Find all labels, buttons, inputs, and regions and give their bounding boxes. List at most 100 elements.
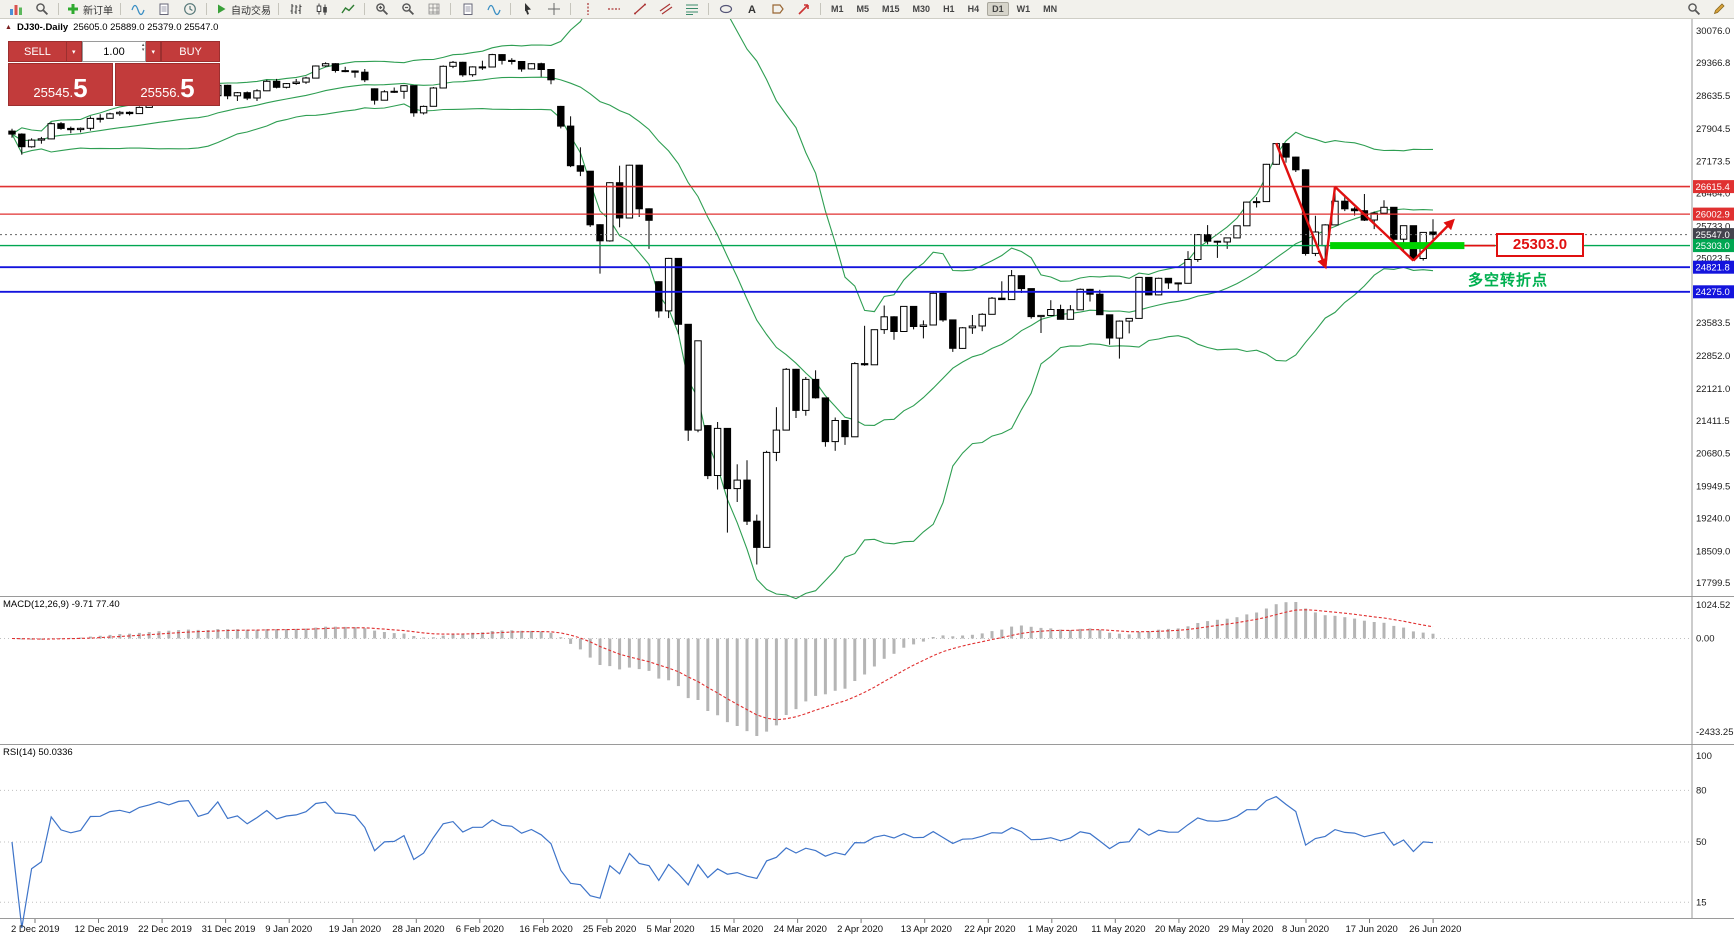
sell-dropdown-icon[interactable]: ▾ bbox=[66, 41, 82, 62]
buy-dropdown-icon[interactable]: ▾ bbox=[146, 41, 162, 62]
grid-icon bbox=[428, 3, 439, 15]
svg-text:22852.0: 22852.0 bbox=[1696, 351, 1730, 362]
lot-value: 1.00 bbox=[103, 45, 125, 58]
new-chart-button[interactable] bbox=[3, 0, 28, 19]
svg-text:20 May 2020: 20 May 2020 bbox=[1155, 924, 1210, 935]
timeframe-m30-button[interactable]: M30 bbox=[912, 4, 931, 14]
quick-edit-button[interactable] bbox=[1706, 0, 1731, 19]
buy-price-panel[interactable]: 25556. 5 bbox=[115, 63, 220, 106]
new-order-button[interactable]: 新订单 bbox=[63, 0, 116, 19]
toolbar-separator bbox=[510, 3, 511, 15]
svg-text:1 May 2020: 1 May 2020 bbox=[1028, 924, 1078, 935]
timeframe-h4-button[interactable]: H4 bbox=[967, 4, 980, 14]
strategy-tester-button[interactable] bbox=[177, 0, 202, 19]
macd-indicator-label: MACD(12,26,9) -9.71 77.40 bbox=[3, 599, 120, 610]
arrow-tool-button[interactable] bbox=[791, 0, 816, 19]
svg-text:80: 80 bbox=[1696, 786, 1707, 797]
grid-button[interactable] bbox=[421, 0, 446, 19]
svg-text:13 Apr 2020: 13 Apr 2020 bbox=[901, 924, 952, 935]
svg-text:24 Mar 2020: 24 Mar 2020 bbox=[774, 924, 827, 935]
market-watch-button[interactable] bbox=[125, 0, 150, 19]
svg-text:22 Apr 2020: 22 Apr 2020 bbox=[964, 924, 1015, 935]
svg-text:1024.52: 1024.52 bbox=[1696, 600, 1730, 611]
timeframe-h1-button[interactable]: H1 bbox=[943, 4, 955, 14]
indicators-button[interactable] bbox=[481, 0, 506, 19]
horizontal-line-button[interactable] bbox=[601, 0, 626, 19]
toolbar-right-group bbox=[1681, 0, 1731, 19]
svg-text:27173.5: 27173.5 bbox=[1696, 157, 1730, 168]
timeframe-mn-button[interactable]: MN bbox=[1043, 4, 1058, 14]
channel-button[interactable] bbox=[653, 0, 678, 19]
sell-button[interactable]: SELL bbox=[8, 41, 67, 62]
svg-text:24275.0: 24275.0 bbox=[1696, 287, 1730, 298]
one-click-trading: SELL ▾ 1.00 ▴ ▾ ▾ BUY 25545. 5 25556. 5 bbox=[8, 41, 221, 106]
arrow-icon bbox=[797, 4, 809, 15]
fibonacci-button[interactable] bbox=[679, 0, 704, 19]
bars-icon bbox=[290, 4, 301, 14]
data-window-button[interactable] bbox=[151, 0, 176, 19]
timeframe-m15-button[interactable]: M15 bbox=[882, 4, 900, 14]
macd-signal-line bbox=[11, 609, 1434, 721]
svg-text:9 Jan 2020: 9 Jan 2020 bbox=[265, 924, 312, 935]
bar-chart-mode-button[interactable] bbox=[283, 0, 308, 19]
line-chart-mode-button[interactable] bbox=[335, 0, 360, 19]
toolbar-separator bbox=[708, 3, 709, 15]
templates-button[interactable] bbox=[455, 0, 480, 19]
lot-size-input[interactable]: 1.00 ▴ ▾ bbox=[81, 41, 147, 62]
svg-text:11 May 2020: 11 May 2020 bbox=[1091, 924, 1145, 935]
svg-text:15 Mar 2020: 15 Mar 2020 bbox=[710, 924, 763, 935]
macd-histogram bbox=[20, 602, 1435, 736]
timeframe-m5-button[interactable]: M5 bbox=[856, 4, 870, 14]
price-annotation-box[interactable]: 25303.0 bbox=[1496, 233, 1584, 257]
timeframe-w1-button[interactable]: W1 bbox=[1016, 4, 1031, 14]
shapes-button[interactable] bbox=[713, 0, 738, 19]
sell-price: 25545. bbox=[33, 85, 74, 100]
lot-spinner[interactable]: ▴ ▾ bbox=[141, 42, 145, 53]
zoomout-icon bbox=[401, 3, 414, 16]
trend-icon bbox=[633, 3, 646, 15]
rsi-line bbox=[11, 795, 1434, 929]
svg-text:17799.5: 17799.5 bbox=[1696, 578, 1730, 589]
svg-text:31 Dec 2019: 31 Dec 2019 bbox=[202, 924, 256, 935]
trend-zigzag-arrows[interactable] bbox=[1275, 142, 1455, 270]
chart-collapse-icon[interactable]: ▲ bbox=[5, 24, 12, 31]
toolbar-separator bbox=[278, 3, 279, 15]
ellipse-icon bbox=[719, 4, 732, 14]
toolbar-separator bbox=[206, 3, 207, 15]
buy-button[interactable]: BUY bbox=[161, 41, 221, 62]
vertical-line-button[interactable] bbox=[575, 0, 600, 19]
find-symbol-button[interactable] bbox=[1681, 0, 1706, 19]
text-button[interactable]: A bbox=[739, 0, 764, 19]
zoom-out-button[interactable] bbox=[395, 0, 420, 19]
sell-price-big-digit: 5 bbox=[73, 73, 88, 103]
svg-text:26615.4: 26615.4 bbox=[1696, 182, 1730, 193]
zoom-in-button[interactable] bbox=[369, 0, 394, 19]
trendline-button[interactable] bbox=[627, 0, 652, 19]
svg-text:25023.5: 25023.5 bbox=[1696, 253, 1730, 264]
svg-text:27904.5: 27904.5 bbox=[1696, 124, 1730, 135]
toolbar-separator bbox=[820, 3, 821, 15]
wave-icon bbox=[486, 4, 501, 16]
text-label-button[interactable] bbox=[765, 0, 790, 19]
ohlc-values: 25605.0 25889.0 25379.0 25547.0 bbox=[73, 22, 219, 33]
auto-trading-button[interactable]: 自动交易 bbox=[211, 0, 274, 19]
timeframe-d1-button[interactable]: D1 bbox=[987, 2, 1009, 16]
svg-text:25303.0: 25303.0 bbox=[1696, 241, 1730, 252]
chart-preview-button[interactable] bbox=[29, 0, 54, 19]
buy-price-big-digit: 5 bbox=[180, 73, 195, 103]
cursor-button[interactable] bbox=[515, 0, 540, 19]
svg-text:16 Feb 2020: 16 Feb 2020 bbox=[519, 924, 572, 935]
timeframe-m1-button[interactable]: M1 bbox=[831, 4, 844, 14]
horizontal-line-objects[interactable] bbox=[0, 185, 1690, 293]
svg-text:23583.5: 23583.5 bbox=[1696, 318, 1730, 329]
svg-text:29 May 2020: 29 May 2020 bbox=[1219, 924, 1274, 935]
candles bbox=[8, 53, 1437, 565]
sell-price-panel[interactable]: 25545. 5 bbox=[8, 63, 113, 106]
candlestick-mode-button[interactable] bbox=[309, 0, 334, 19]
turning-point-note[interactable]: 多空转折点 bbox=[1468, 272, 1549, 289]
svg-text:25733.0: 25733.0 bbox=[1696, 222, 1730, 233]
crosshair-button[interactable] bbox=[541, 0, 566, 19]
doc-icon bbox=[463, 3, 472, 15]
